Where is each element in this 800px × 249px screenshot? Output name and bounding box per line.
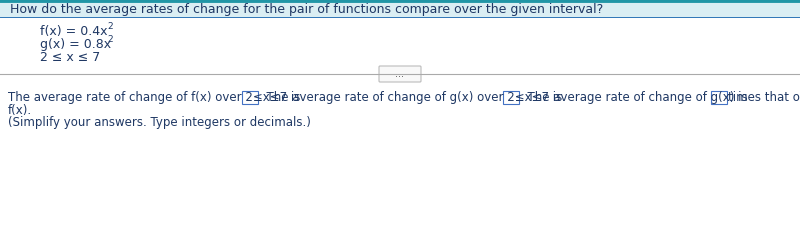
Text: 2: 2 — [107, 21, 113, 30]
Text: g(x) = 0.8x: g(x) = 0.8x — [40, 38, 111, 51]
Text: 2 ≤ x ≤ 7: 2 ≤ x ≤ 7 — [40, 51, 100, 63]
Text: ...: ... — [395, 69, 405, 79]
FancyBboxPatch shape — [711, 90, 727, 104]
Text: . The average rate of change of g(x) over 2≤x≤7 is: . The average rate of change of g(x) ove… — [259, 90, 566, 104]
FancyBboxPatch shape — [503, 90, 519, 104]
FancyBboxPatch shape — [379, 66, 421, 82]
FancyBboxPatch shape — [0, 0, 800, 17]
Text: How do the average rates of change for the pair of functions compare over the gi: How do the average rates of change for t… — [10, 2, 603, 15]
Text: times that of: times that of — [728, 90, 800, 104]
FancyBboxPatch shape — [242, 90, 258, 104]
Text: . The average rate of change of g(x) is: . The average rate of change of g(x) is — [520, 90, 751, 104]
Text: f(x).: f(x). — [8, 104, 32, 117]
Text: f(x) = 0.4x: f(x) = 0.4x — [40, 24, 107, 38]
Text: 2: 2 — [107, 35, 113, 44]
Text: (Simplify your answers. Type integers or decimals.): (Simplify your answers. Type integers or… — [8, 116, 311, 128]
Text: The average rate of change of f(x) over 2≤x≤7 is: The average rate of change of f(x) over … — [8, 90, 304, 104]
